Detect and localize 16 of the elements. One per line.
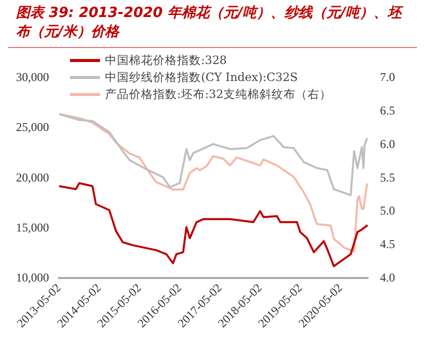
y-tick-label: 25,000 bbox=[16, 120, 49, 134]
y2-tick-label: 6.5 bbox=[380, 104, 395, 118]
y2-tick-label: 6.0 bbox=[380, 136, 395, 151]
y2-tick-label: 4.5 bbox=[380, 237, 395, 252]
y2-tick-label: 7.0 bbox=[380, 70, 395, 84]
y-tick-label: 30,000 bbox=[16, 70, 49, 84]
y2-tick-label: 5.0 bbox=[380, 204, 395, 218]
y-tick-label: 15,000 bbox=[16, 220, 49, 234]
y2-tick-label: 5.5 bbox=[380, 170, 395, 184]
legend-label: 中国纱线价格指数(CY Index):C32S bbox=[105, 70, 298, 85]
y2-tick-label: 4.0 bbox=[380, 270, 395, 284]
chart-title: 图表 39: 2013-2020 年棉花（元/吨）、纱线（元/吨）、坯布（元/米）价格 bbox=[8, 0, 417, 48]
legend-label: 产品价格指数:坯布:32支纯棉斜纹布（右） bbox=[105, 87, 332, 102]
legend-label: 中国棉花价格指数:328 bbox=[105, 53, 227, 68]
y-tick-label: 10,000 bbox=[16, 270, 49, 284]
y-tick-label: 20,000 bbox=[16, 170, 49, 184]
